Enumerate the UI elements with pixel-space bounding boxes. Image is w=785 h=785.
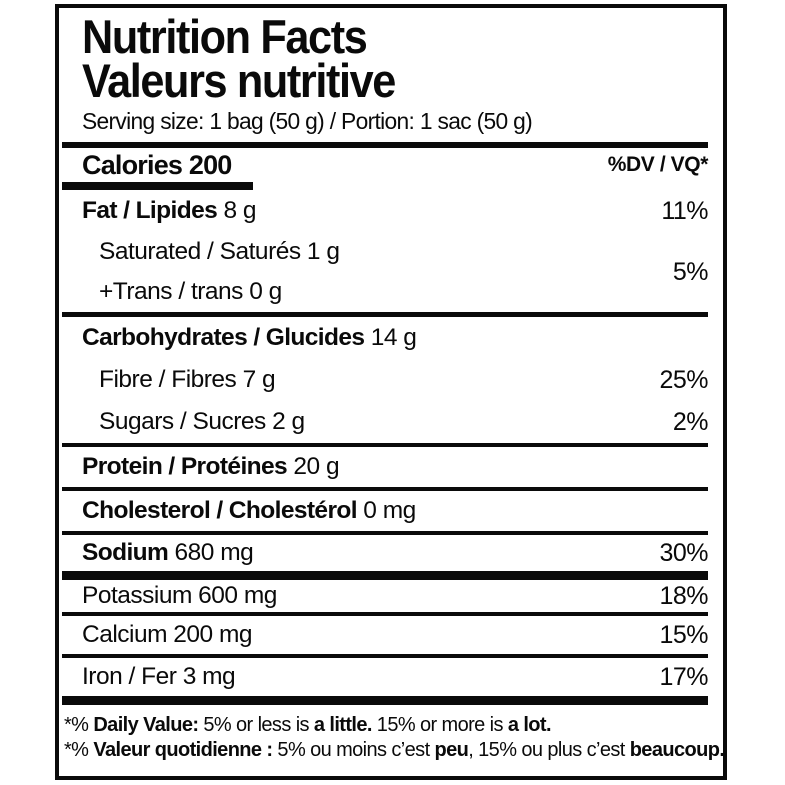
nutrition-facts-label: Nutrition Facts Valeurs nutritive Servin… — [55, 4, 727, 780]
footnote-fr-plus-text: , 15% ou plus c’est — [468, 739, 630, 761]
cholesterol-row: Cholesterol / Cholestérol 0 mg — [62, 491, 708, 531]
fat-dv: 11% — [661, 196, 708, 225]
thick-rule-above-footnotes — [62, 696, 708, 705]
potassium-label: Potassium 600 mg — [82, 582, 277, 609]
saturated-label: Saturated / Saturés 1 g — [99, 238, 340, 265]
fibre-label: Fibre / Fibres 7 g — [99, 366, 276, 393]
fat-label-bold: Fat / Lipides — [82, 197, 218, 224]
rule-above-protein — [62, 443, 708, 447]
footnote-french: *% Valeur quotidienne : 5% ou moins c’es… — [64, 738, 725, 763]
rule-above-calcium — [62, 612, 708, 616]
carbohydrates-amount: 14 g — [364, 324, 417, 351]
rule-below-serving — [62, 142, 708, 148]
fibre-row: Fibre / Fibres 7 g 25% — [62, 359, 708, 401]
label-header: Nutrition Facts Valeurs nutritive Servin… — [62, 8, 708, 136]
carbohydrates-label-bold: Carbohydrates / Glucides — [82, 324, 365, 351]
rule-above-sodium — [62, 531, 708, 535]
trans-label: +Trans / trans 0 g — [99, 278, 282, 305]
daily-value-header: %DV / VQ* — [607, 153, 709, 176]
saturated-trans-lines: Saturated / Saturés 1 g +Trans / trans 0… — [62, 232, 340, 312]
saturated-trans-dv: 5% — [672, 257, 709, 286]
cholesterol-amount: 0 mg — [356, 497, 416, 524]
protein-amount: 20 g — [287, 453, 340, 480]
footnote-en-prefix: *% — [64, 714, 94, 736]
calcium-label: Calcium 200 mg — [82, 621, 253, 648]
footnote-fr-peu: peu — [434, 739, 469, 761]
fat-row: Fat / Lipides 8 g 11% — [62, 190, 708, 232]
sodium-dv: 30% — [659, 538, 708, 567]
footnote-en-a-little: a little. — [313, 714, 373, 736]
potassium-row: Potassium 600 mg 18% — [62, 580, 708, 612]
calcium-dv: 15% — [659, 620, 708, 649]
sodium-label-bold: Sodium — [82, 539, 169, 566]
protein-label: Protein / Protéines 20 g — [62, 453, 340, 481]
sodium-label: Sodium 680 mg — [62, 539, 254, 567]
footnote-fr-beaucoup: beaucoup. — [629, 739, 725, 761]
cholesterol-label-bold: Cholesterol / Cholestérol — [82, 497, 358, 524]
calories-value: Calories 200 — [82, 149, 232, 180]
footnote-en-more-text: 15% or more is — [371, 714, 508, 736]
rule-above-carbohydrates — [62, 312, 708, 317]
calories-underline-bar — [62, 182, 253, 190]
title-french: Valeurs nutritive — [82, 54, 396, 107]
footnote-fr-prefix: *% — [64, 739, 94, 761]
footnote-en-daily-value: Daily Value: — [93, 714, 199, 736]
sugars-row: Sugars / Sucres 2 g 2% — [62, 401, 709, 443]
sugars-dv: 2% — [672, 407, 709, 436]
footnote-english: *% Daily Value: 5% or less is a little. … — [64, 713, 708, 738]
iron-dv: 17% — [659, 662, 708, 691]
footnote-en-a-lot: a lot. — [507, 714, 552, 736]
rule-above-iron — [62, 654, 708, 658]
footnotes: *% Daily Value: 5% or less is a little. … — [62, 713, 725, 763]
sodium-row: Sodium 680 mg 30% — [62, 535, 708, 571]
thick-rule-below-sodium — [62, 571, 708, 580]
carbohydrates-row: Carbohydrates / Glucides 14 g — [62, 317, 708, 359]
serving-size-line: Serving size: 1 bag (50 g) / Portion: 1 … — [82, 108, 533, 134]
footnote-fr-valeur-quotidienne: Valeur quotidienne : — [93, 739, 273, 761]
iron-row: Iron / Fer 3 mg 17% — [62, 658, 708, 696]
fibre-dv: 25% — [659, 365, 708, 394]
fat-label-amount: 8 g — [217, 197, 257, 224]
protein-label-bold: Protein / Protéines — [82, 453, 288, 480]
sodium-amount: 680 mg — [168, 539, 254, 566]
iron-label: Iron / Fer 3 mg — [82, 663, 236, 690]
protein-row: Protein / Protéines 20 g — [62, 447, 708, 487]
carbohydrates-label: Carbohydrates / Glucides 14 g — [62, 324, 417, 352]
footnote-fr-moins-text: 5% ou moins c’est — [272, 739, 435, 761]
calcium-row: Calcium 200 mg 15% — [62, 616, 708, 654]
title-english: Nutrition Facts — [82, 10, 368, 63]
calories-row: Calories 200 %DV / VQ* — [62, 148, 708, 182]
label-content: Nutrition Facts Valeurs nutritive Servin… — [62, 8, 725, 763]
fat-label: Fat / Lipides 8 g — [62, 197, 257, 225]
saturated-trans-group: Saturated / Saturés 1 g +Trans / trans 0… — [62, 232, 709, 312]
rule-above-cholesterol — [62, 487, 708, 491]
cholesterol-label: Cholesterol / Cholestérol 0 mg — [62, 497, 416, 525]
footnote-en-less-text: 5% or less is — [198, 714, 314, 736]
potassium-dv: 18% — [659, 581, 708, 610]
sugars-label: Sugars / Sucres 2 g — [99, 408, 305, 435]
